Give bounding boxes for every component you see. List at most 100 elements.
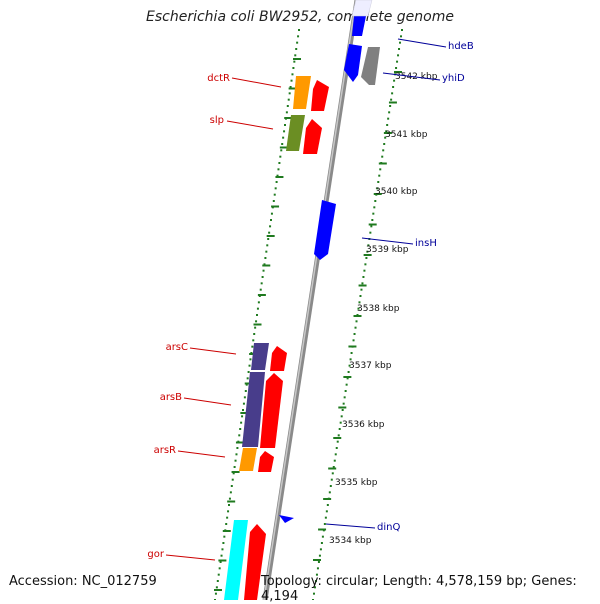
right-track-dot <box>337 434 340 437</box>
right-track-dot <box>346 377 349 380</box>
gene-dctR <box>293 76 311 109</box>
left-track-dot <box>239 428 242 430</box>
right-track-dot <box>318 554 321 557</box>
right-track-dot <box>392 86 395 88</box>
scale-label: 3534 kbp <box>329 536 372 546</box>
left-track-dot <box>242 409 244 411</box>
left-track-dot <box>244 390 247 392</box>
left-track-dot <box>261 276 264 278</box>
right-track-dot <box>315 573 318 576</box>
right-track-dot <box>383 143 386 145</box>
left-track-dot <box>279 155 282 158</box>
right-track-dot <box>335 447 338 449</box>
right-track-dot <box>400 35 403 38</box>
left-track-dot <box>219 561 222 563</box>
gene-dctR-red <box>311 80 329 111</box>
left-track-dot <box>260 282 263 285</box>
right-track-dot <box>341 409 344 411</box>
left-track-dot <box>267 238 270 240</box>
gene-label-gor: gor <box>147 549 164 560</box>
right-track-dot <box>399 41 402 44</box>
right-track-dot <box>353 333 356 335</box>
left-track-dot <box>247 371 250 373</box>
gene-label-arsR: arsR <box>154 445 176 456</box>
right-track-dot <box>332 466 335 468</box>
left-track-dot <box>215 586 218 589</box>
left-track-dot <box>276 174 279 177</box>
gene-hdeB <box>344 44 362 82</box>
right-track-dot <box>349 358 352 361</box>
right-track-dot <box>347 371 350 373</box>
right-track-dot <box>354 326 357 329</box>
gene-arsB <box>242 372 265 447</box>
right-track-dot <box>389 105 392 107</box>
left-track-dot <box>236 447 239 449</box>
left-track-dot <box>246 377 249 380</box>
right-track-dot <box>366 250 369 253</box>
left-track-dot <box>270 219 272 221</box>
right-track-dot <box>363 269 366 272</box>
gene-arsR-red <box>258 451 274 472</box>
right-track-dot <box>381 155 384 158</box>
scale-label: 3539 kbp <box>366 245 409 255</box>
right-track-dot <box>340 415 343 418</box>
right-track-dot <box>361 282 364 285</box>
right-track-dot <box>342 402 345 405</box>
left-track-dot <box>238 434 241 437</box>
right-track-dot <box>328 491 331 494</box>
left-track-dot <box>289 86 292 88</box>
left-track-dot <box>290 79 293 82</box>
left-track-dot <box>220 554 223 557</box>
left-track-dot <box>228 497 231 500</box>
right-track-dot <box>330 478 333 481</box>
scale-label: 3535 kbp <box>335 478 378 488</box>
left-track-dot <box>216 580 219 582</box>
gene-partial-top-white <box>351 0 373 17</box>
gene-dinQ <box>279 515 294 523</box>
genome-backbone-highlight <box>263 0 357 600</box>
right-track-dot <box>320 542 323 544</box>
left-track-dot <box>293 60 296 63</box>
left-tick-track <box>214 29 301 600</box>
right-track-dot <box>360 288 363 291</box>
callout-line-arsB <box>183 397 232 406</box>
gene-slp <box>286 115 305 151</box>
right-track-dot <box>317 561 320 563</box>
left-track-dot <box>288 92 291 95</box>
right-track-dot <box>339 421 342 424</box>
callout-line-gor <box>165 554 216 561</box>
scale-label: 3537 kbp <box>349 361 392 371</box>
right-track-dot <box>312 592 315 595</box>
right-track-dot <box>391 92 394 95</box>
right-track-dot <box>401 29 403 31</box>
callout-line-dinQ <box>325 523 376 529</box>
left-track-dot <box>269 225 272 228</box>
left-track-dot <box>229 491 232 494</box>
left-track-dot <box>233 466 236 468</box>
right-track-dot <box>367 244 370 247</box>
left-track-dot <box>240 421 243 424</box>
left-track-dot <box>294 54 297 57</box>
right-track-dot <box>343 396 346 399</box>
gene-label-arsB: arsB <box>160 392 182 403</box>
right-track-dot <box>319 548 322 551</box>
left-track-dot <box>281 143 284 145</box>
right-track-dot <box>364 263 367 266</box>
left-track-dot <box>262 269 265 272</box>
right-track-dot <box>373 206 376 209</box>
callout-line-hdeB <box>397 38 447 48</box>
right-track-dot <box>331 472 334 475</box>
right-track-dot <box>371 219 374 221</box>
right-track-dot <box>386 124 389 126</box>
left-track-dot <box>278 162 281 164</box>
gene-label-arsC: arsC <box>166 342 188 353</box>
callout-line-arsR <box>177 450 226 458</box>
left-track-dot <box>292 67 295 69</box>
gene-label-dinQ: dinQ <box>377 522 400 533</box>
left-track-dot <box>248 364 251 367</box>
right-tick-track <box>312 29 403 600</box>
right-track-dot <box>365 257 368 259</box>
gene-partial-top <box>352 16 366 36</box>
left-track-dot <box>241 415 244 418</box>
